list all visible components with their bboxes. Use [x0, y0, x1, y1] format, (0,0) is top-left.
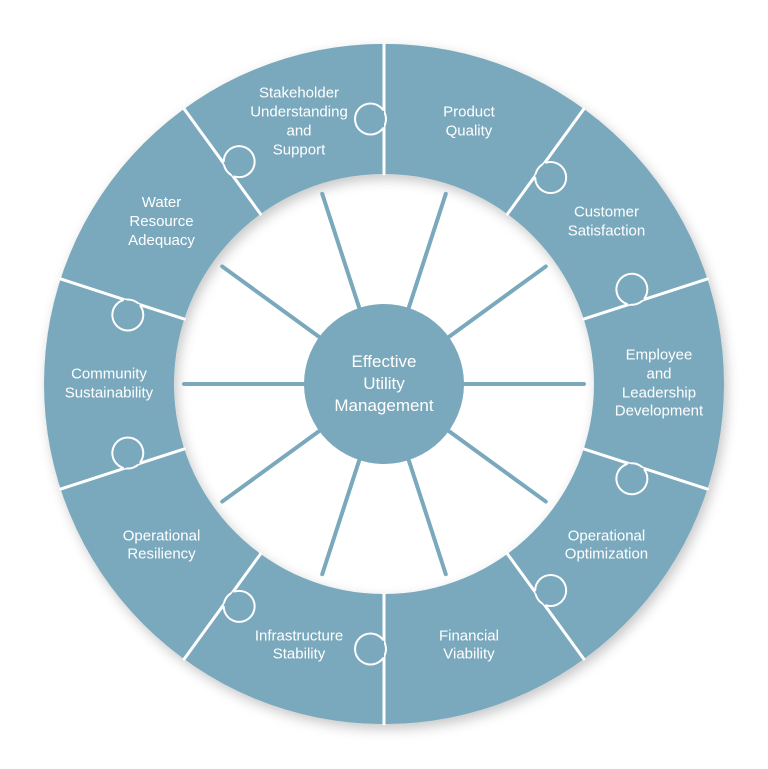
puzzle-knob-neck [128, 302, 132, 315]
wheel-svg [0, 0, 768, 769]
spoke [322, 194, 359, 308]
puzzle-knob-neck [632, 289, 636, 302]
spoke [449, 431, 546, 502]
effective-utility-management-wheel: Product QualityStakeholder Understanding… [0, 0, 768, 769]
hub-circle [304, 304, 464, 464]
spoke [409, 460, 446, 574]
spoke [222, 266, 319, 337]
puzzle-knob-neck [632, 466, 636, 479]
spoke [222, 431, 319, 502]
puzzle-knob-neck [540, 590, 551, 598]
puzzle-knob-neck [540, 170, 551, 178]
spoke [449, 266, 546, 337]
spoke [409, 194, 446, 308]
puzzle-knob-neck [128, 453, 132, 466]
spoke [322, 460, 359, 574]
puzzle-knob-neck [228, 598, 239, 606]
puzzle-knob-neck [228, 162, 239, 170]
